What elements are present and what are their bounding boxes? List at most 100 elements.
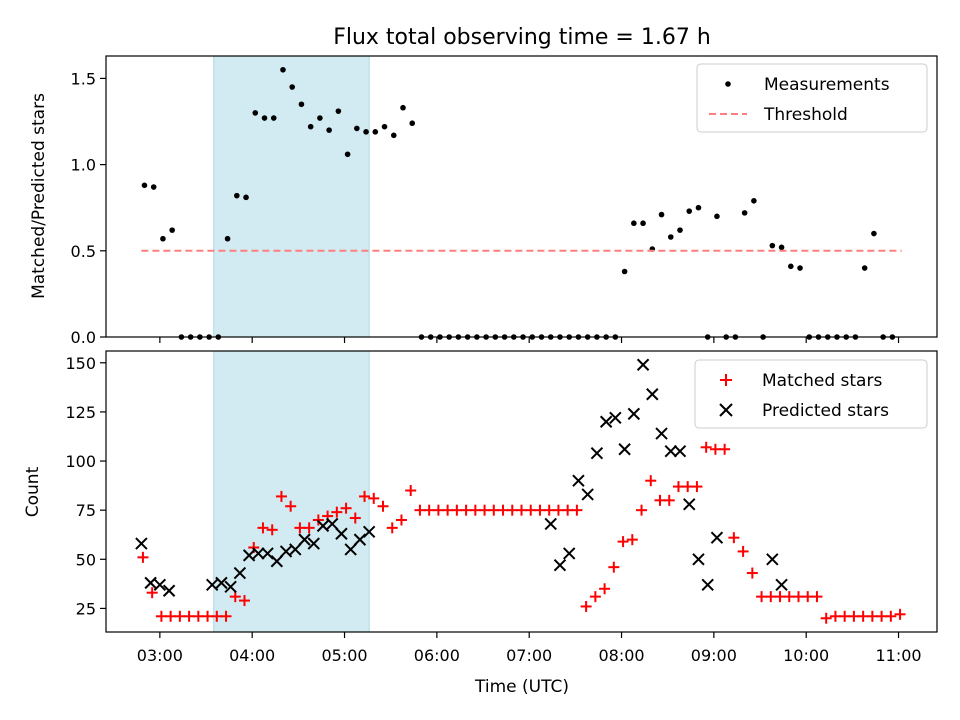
measurement-point: [751, 198, 757, 204]
predicted-star-point: [153, 578, 167, 592]
matched-star-point: [756, 591, 768, 603]
matched-star-point: [599, 583, 611, 595]
predicted-star-point: [144, 576, 157, 590]
predicted-star-d2: [581, 488, 594, 501]
predicted-star-d2: [701, 578, 714, 592]
predicted-star-d2: [326, 517, 339, 531]
matched-star-point: [626, 534, 638, 546]
measurement-point: [686, 208, 693, 214]
measurement-point: [280, 66, 286, 73]
measurement-point: [769, 242, 776, 249]
measurement-point: [160, 235, 166, 242]
matched-star-point: [239, 595, 250, 607]
top-legend: Measurements Threshold: [696, 63, 928, 133]
matched-star-point: [885, 610, 897, 622]
matched-star-point: [534, 504, 546, 516]
measurement-point: [335, 108, 342, 114]
matched-star-point: [654, 494, 666, 506]
legend-matched-marker: [720, 374, 732, 386]
measurement-point: [631, 220, 637, 227]
predicted-star-d2: [553, 558, 567, 572]
measurement-point: [354, 125, 360, 132]
predicted-star-d2: [261, 547, 274, 560]
matched-star-point: [395, 514, 407, 526]
legend-threshold-label: Threshold: [763, 105, 848, 125]
matched-star-point: [691, 481, 703, 493]
predicted-star-point: [215, 576, 228, 590]
predicted-star-point: [205, 578, 219, 592]
matched-star-point: [737, 545, 749, 557]
matched-star-point: [377, 500, 389, 512]
measurement-point: [695, 204, 702, 211]
measurement-point: [326, 127, 332, 133]
matched-star-point: [285, 500, 297, 512]
predicted-star-point: [627, 407, 641, 421]
matched-star-point: [516, 504, 527, 516]
bottom-y-tick-label: 100: [65, 452, 96, 471]
matched-star-point: [571, 504, 583, 516]
bottom-legend: Matched stars Predicted stars: [694, 359, 928, 429]
predicted-star-d2: [544, 517, 557, 531]
measurement-point: [621, 268, 628, 275]
predicted-star-d2: [766, 553, 779, 566]
top-axes-frame: [105, 55, 938, 338]
predicted-star-point: [572, 474, 585, 487]
measurement-point: [344, 151, 351, 158]
matched-star-point: [414, 504, 426, 516]
predicted-star-point: [581, 488, 594, 501]
predicted-star-point: [683, 498, 696, 511]
predicted-star-d2: [646, 388, 659, 401]
matched-star-point: [192, 610, 204, 622]
predicted-star-point: [270, 555, 284, 568]
matched-star-point: [663, 494, 675, 506]
predicted-star-d2: [298, 533, 311, 546]
predicted-star-d2: [673, 445, 687, 458]
predicted-star-point: [298, 533, 311, 546]
x-tick-label: 10:00: [783, 646, 829, 665]
matched-star-point: [783, 591, 795, 603]
predicted-star-point: [326, 517, 339, 531]
measurement-point: [409, 120, 416, 127]
bottom-y-tick-label: 125: [65, 403, 96, 422]
predicted-star-point: [316, 519, 330, 533]
x-tick-label: 03:00: [137, 646, 183, 665]
matched-star-point: [479, 504, 491, 516]
matched-star-point: [165, 610, 177, 622]
measurement-point: [871, 230, 877, 237]
predicted-star-point: [233, 566, 247, 580]
matched-star-point: [820, 612, 832, 624]
measurement-point: [714, 213, 720, 220]
bottom-y-tick-label: 50: [76, 550, 96, 569]
matched-star-point: [636, 504, 648, 516]
x-tick-label: 05:00: [321, 646, 367, 665]
predicted-star-point: [646, 388, 659, 401]
matched-star-point: [617, 536, 629, 548]
matched-star-point: [580, 600, 592, 612]
predicted-star-d2: [270, 555, 284, 568]
predicted-star-d2: [572, 474, 585, 487]
flux-ratio-panel: Flux total observing time = 1.67 h Match…: [29, 25, 938, 347]
measurement-point: [861, 265, 868, 271]
predicted-star-d2: [599, 415, 613, 428]
matched-star-point: [423, 504, 435, 516]
matched-star-point: [359, 490, 371, 502]
measurement-point: [667, 234, 674, 240]
predicted-star-d2: [655, 427, 668, 440]
bottom-y-tick-label: 25: [76, 599, 96, 618]
measurement-point: [298, 101, 305, 108]
predicted-star-d2: [775, 578, 788, 592]
predicted-star-d2: [252, 547, 265, 560]
predicted-star-d2: [289, 543, 302, 556]
predicted-star-point: [673, 445, 687, 458]
matched-star-point: [765, 591, 777, 603]
predicted-star-d2: [224, 580, 237, 594]
top-y-tick-label: 1.5: [71, 69, 96, 88]
predicted-star-d2: [153, 578, 167, 592]
predicted-star-d2: [609, 411, 622, 425]
matched-star-point: [562, 504, 574, 516]
predicted-star-d2: [710, 531, 724, 544]
bottom-y-tick-label: 75: [76, 501, 96, 520]
matched-star-point: [432, 504, 444, 516]
measurement-point: [289, 84, 296, 90]
